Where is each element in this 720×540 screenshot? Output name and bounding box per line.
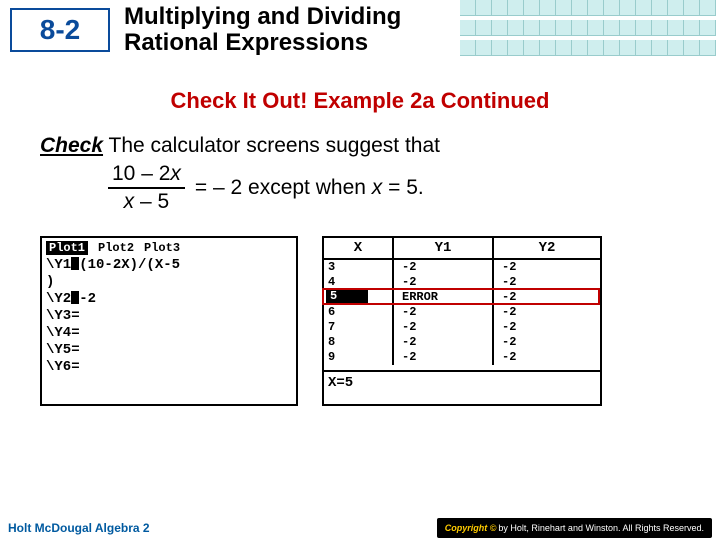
y4-line: \Y4= [42,325,296,342]
footer-book-title: Holt McDougal Algebra 2 [8,521,150,535]
footer-copyright: Copyright © by Holt, Rinehart and Winsto… [437,518,712,538]
y1-line-2: ) [42,274,296,291]
calc-screen-yeditor: Plot1 Plot2 Plot3 \Y1(10-2X)/(X-5 ) \Y2-… [40,236,298,406]
col-header-y2: Y2 [494,238,600,258]
fraction-row: 10 – 2x x – 5 = – 2 except when x = 5. [108,162,680,214]
plot1-tab: Plot1 [46,241,88,255]
table-row: 3-2-2 [324,260,600,275]
fraction: 10 – 2x x – 5 [108,162,185,214]
y3-line: \Y3= [42,308,296,325]
y6-line: \Y6= [42,359,296,376]
copyright-brand: Copyright © [445,523,497,533]
col-header-x: X [324,238,394,258]
example-subheading: Check It Out! Example 2a Continued [0,88,720,114]
title-line-2: Rational Expressions [124,29,368,56]
table-row: 9-2-2 [324,350,600,365]
fraction-denominator: x – 5 [124,189,170,214]
table-row: 6-2-2 [324,305,600,320]
table-row: 8-2-2 [324,335,600,350]
content-area: Check The calculator screens suggest tha… [0,114,720,406]
y2-line: \Y2-2 [42,291,296,308]
lesson-title: Multiplying and Dividing Rational Expres… [124,4,401,57]
footer: Holt McDougal Algebra 2 Copyright © by H… [0,516,720,540]
header: 8-2 Multiplying and Dividing Rational Ex… [0,0,720,60]
check-line: Check The calculator screens suggest tha… [40,132,680,160]
col-header-y1: Y1 [394,238,494,258]
copyright-text: by Holt, Rinehart and Winston. All Right… [498,523,704,533]
plot-tabs: Plot1 Plot2 Plot3 [42,238,296,257]
table-row: 7-2-2 [324,320,600,335]
y5-line: \Y5= [42,342,296,359]
lesson-number: 8-2 [10,8,110,52]
error-highlight-rect [322,288,600,305]
calc-screen-table: X Y1 Y2 3-2-2 4-2-2 5ERROR-2 6-2-2 7-2-2… [322,236,602,406]
calculator-screens: Plot1 Plot2 Plot3 \Y1(10-2X)/(X-5 ) \Y2-… [40,236,680,406]
table-body: 3-2-2 4-2-2 5ERROR-2 6-2-2 7-2-2 8-2-2 9… [324,260,600,372]
table-header: X Y1 Y2 [324,238,600,260]
fraction-numerator: 10 – 2x [108,162,185,189]
check-line-rest: The calculator screens suggest that [103,134,440,157]
plot2-tab: Plot2 [98,241,134,255]
y1-line: \Y1(10-2X)/(X-5 [42,257,296,274]
title-line-1: Multiplying and Dividing [124,3,401,30]
equation-rest: = – 2 except when x = 5. [195,176,424,200]
header-grid-bg [460,0,720,60]
plot3-tab: Plot3 [144,241,180,255]
check-label: Check [40,134,103,157]
table-footer: X=5 [324,372,600,394]
